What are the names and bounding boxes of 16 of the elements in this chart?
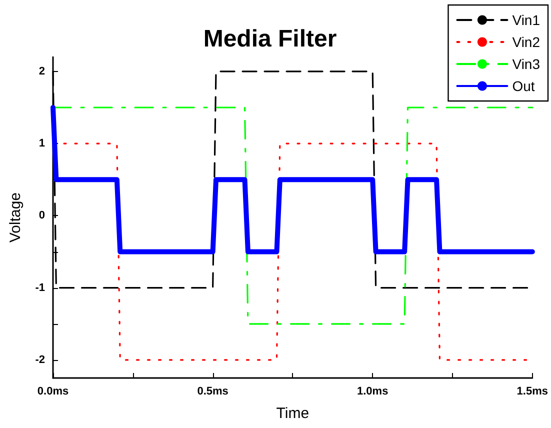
- x-tick-label: 0.5ms: [197, 386, 228, 398]
- x-tick-label: 1.0ms: [357, 386, 388, 398]
- y-tick-label: 0: [38, 210, 45, 222]
- legend-label: Vin1: [512, 12, 540, 28]
- y-tick-label: -1: [35, 282, 45, 294]
- y-tick-label: -2: [35, 354, 45, 366]
- x-axis-title: Time: [276, 405, 310, 422]
- chart-title: Media Filter: [203, 26, 337, 52]
- y-tick-label: 1: [38, 138, 45, 150]
- x-tick-label: 0.0ms: [37, 386, 69, 398]
- legend-label: Out: [512, 78, 535, 94]
- x-tick-label: 1.5ms: [516, 386, 548, 398]
- y-axis-title: Voltage: [7, 192, 24, 243]
- y-tick-label: 2: [38, 65, 45, 78]
- legend-label: Vin3: [512, 56, 540, 72]
- legend-label: Vin2: [512, 34, 540, 50]
